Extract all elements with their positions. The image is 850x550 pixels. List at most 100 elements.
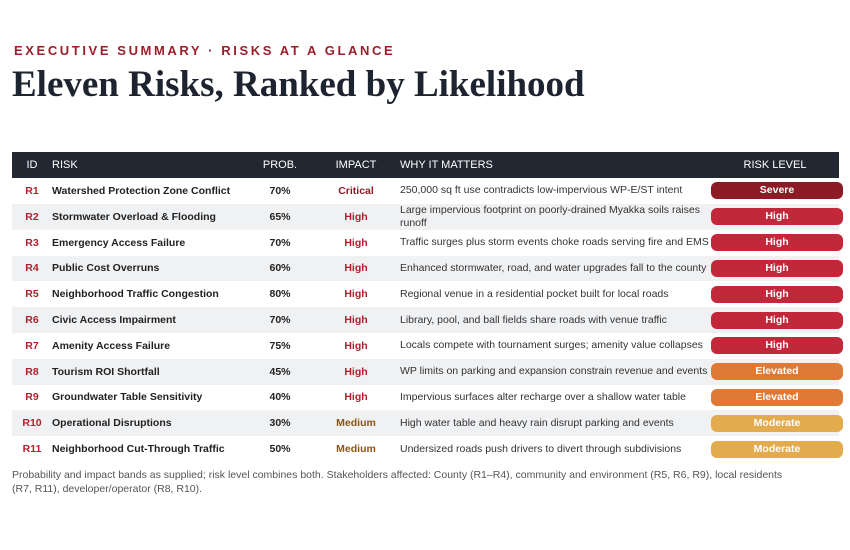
risk-why: Impervious surfaces alter recharge over … [400, 390, 686, 403]
risk-level-cell: High [711, 230, 843, 256]
risk-impact: Medium [312, 410, 400, 437]
risk-why: 250,000 sq ft use contradicts low-imperv… [400, 184, 683, 197]
risk-impact: High [344, 391, 368, 404]
risk-name: Neighborhood Traffic Congestion [52, 288, 219, 301]
risk-probability: 60% [248, 255, 312, 282]
risk-level-badge: Moderate [711, 440, 843, 458]
page-title: Eleven Risks, Ranked by Likelihood [12, 64, 585, 105]
risk-level-cell: Elevated [711, 358, 843, 385]
risk-name: Groundwater Table Sensitivity [52, 391, 203, 404]
risk-name: Operational Disruptions [52, 410, 248, 437]
risk-probability: 45% [248, 358, 312, 385]
risk-why: Undersized roads push drivers to divert … [400, 442, 682, 455]
eyebrow-label: EXECUTIVE SUMMARY · RISKS AT A GLANCE [14, 43, 396, 58]
risk-probability: 50% [269, 443, 291, 456]
risk-id: R8 [12, 358, 52, 385]
risk-name: Neighborhood Cut-Through Traffic [52, 443, 225, 456]
risk-level-cell: Moderate [711, 436, 843, 462]
risk-id: R6 [12, 307, 52, 333]
table-row: R7 Amenity Access Failure 75% High Locals co… [12, 333, 843, 359]
table-row: R3 Emergency Access Failure 70% High Traffic… [12, 230, 843, 256]
risk-name: Emergency Access Failure [52, 236, 186, 249]
risk-level-badge: Moderate [711, 414, 843, 432]
risk-level-badge: Elevated [711, 388, 843, 406]
risk-level-cell: High [711, 333, 843, 359]
risk-why: Large impervious footprint on poorly-dra… [400, 203, 711, 230]
risk-name: Civic Access Impairment [52, 307, 248, 333]
table-row: R9 Groundwater Table Sensitivity 40% High Im… [12, 385, 843, 411]
table-row: R10 Operational Disruptions 30% Medium High … [12, 410, 843, 437]
risk-level-cell: High [711, 255, 843, 282]
risk-impact: High [344, 288, 368, 301]
risk-probability: 80% [269, 288, 291, 301]
risk-name: Watershed Protection Zone Conflict [52, 184, 231, 197]
risk-name: Public Cost Overruns [52, 255, 248, 282]
header-why-it-matters: WHY IT MATTERS [400, 152, 711, 178]
risk-level-badge: Severe [711, 182, 843, 200]
risk-id: R10 [12, 410, 52, 437]
table-row: R2 Stormwater Overload & Flooding 65% High L… [12, 203, 843, 230]
header-id: ID [12, 152, 52, 178]
risk-level-badge: High [711, 259, 843, 277]
header-risk-level: RISK LEVEL [711, 152, 839, 178]
risk-id: R9 [25, 391, 39, 404]
header-risk: RISK [52, 152, 248, 178]
risk-impact: Critical [338, 184, 374, 197]
risk-id: R1 [25, 184, 39, 197]
table-row: R8 Tourism ROI Shortfall 45% High WP limits … [12, 358, 843, 385]
table-header-row: ID RISK PROB. IMPACT WHY IT MATTERS RISK… [12, 152, 839, 178]
risk-impact: High [312, 255, 400, 282]
risk-why: Locals compete with tournament surges; a… [400, 339, 703, 352]
risk-why: Regional venue in a residential pocket b… [400, 287, 669, 300]
risk-impact: High [312, 203, 400, 230]
risk-table: ID RISK PROB. IMPACT WHY IT MATTERS RISK… [12, 152, 843, 462]
risk-why: High water table and heavy rain disrupt … [400, 410, 711, 437]
risk-why: WP limits on parking and expansion const… [400, 358, 711, 385]
risk-level-cell: Moderate [711, 410, 843, 437]
risk-id: R3 [25, 236, 39, 249]
risk-probability: 40% [269, 391, 291, 404]
risk-impact: High [312, 358, 400, 385]
risk-id: R4 [12, 255, 52, 282]
risk-level-badge: High [711, 311, 843, 329]
header-impact: IMPACT [312, 152, 400, 178]
risk-probability: 70% [269, 184, 291, 197]
risk-why: Traffic surges plus storm events choke r… [400, 236, 709, 249]
risk-why: Library, pool, and ball fields share roa… [400, 307, 711, 333]
risk-id: R5 [25, 288, 39, 301]
risk-probability: 65% [248, 203, 312, 230]
table-row: R11 Neighborhood Cut-Through Traffic 50% Me… [12, 436, 843, 462]
risk-impact: High [312, 307, 400, 333]
risk-id: R11 [22, 443, 42, 456]
risk-name: Stormwater Overload & Flooding [52, 203, 248, 230]
risk-probability: 75% [269, 339, 291, 352]
footnote: Probability and impact bands as supplied… [12, 469, 783, 495]
risk-level-cell: Elevated [711, 385, 843, 411]
header-probability: PROB. [248, 152, 312, 178]
risk-impact: High [344, 339, 368, 352]
table-row: R6 Civic Access Impairment 70% High Library,… [12, 307, 843, 333]
risk-level-cell: High [711, 307, 843, 333]
risk-table-body: R1 Watershed Protection Zone Conflict 70% C… [12, 178, 843, 462]
risk-level-badge: High [711, 234, 843, 252]
table-row: R4 Public Cost Overruns 60% High Enhanced st… [12, 255, 843, 282]
risk-id: R7 [25, 339, 39, 352]
risk-name: Tourism ROI Shortfall [52, 358, 248, 385]
risk-probability: 30% [248, 410, 312, 437]
risk-impact: High [344, 236, 368, 249]
risk-why: Enhanced stormwater, road, and water upg… [400, 255, 711, 282]
risk-name: Amenity Access Failure [52, 339, 171, 352]
table-row: R1 Watershed Protection Zone Conflict 70% C… [12, 178, 843, 204]
risk-level-cell: Severe [711, 178, 843, 204]
table-row: R5 Neighborhood Traffic Congestion 80% High… [12, 281, 843, 307]
risk-probability: 70% [269, 236, 291, 249]
risk-id: R2 [12, 203, 52, 230]
risk-level-badge: High [711, 285, 843, 303]
risk-level-cell: High [711, 203, 843, 230]
risk-level-badge: High [711, 208, 843, 226]
risk-probability: 70% [248, 307, 312, 333]
risk-level-badge: Elevated [711, 363, 843, 381]
risk-impact: Medium [336, 443, 376, 456]
risk-level-badge: High [711, 337, 843, 355]
